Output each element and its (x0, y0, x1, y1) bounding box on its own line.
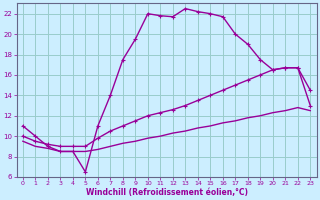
X-axis label: Windchill (Refroidissement éolien,°C): Windchill (Refroidissement éolien,°C) (85, 188, 248, 197)
